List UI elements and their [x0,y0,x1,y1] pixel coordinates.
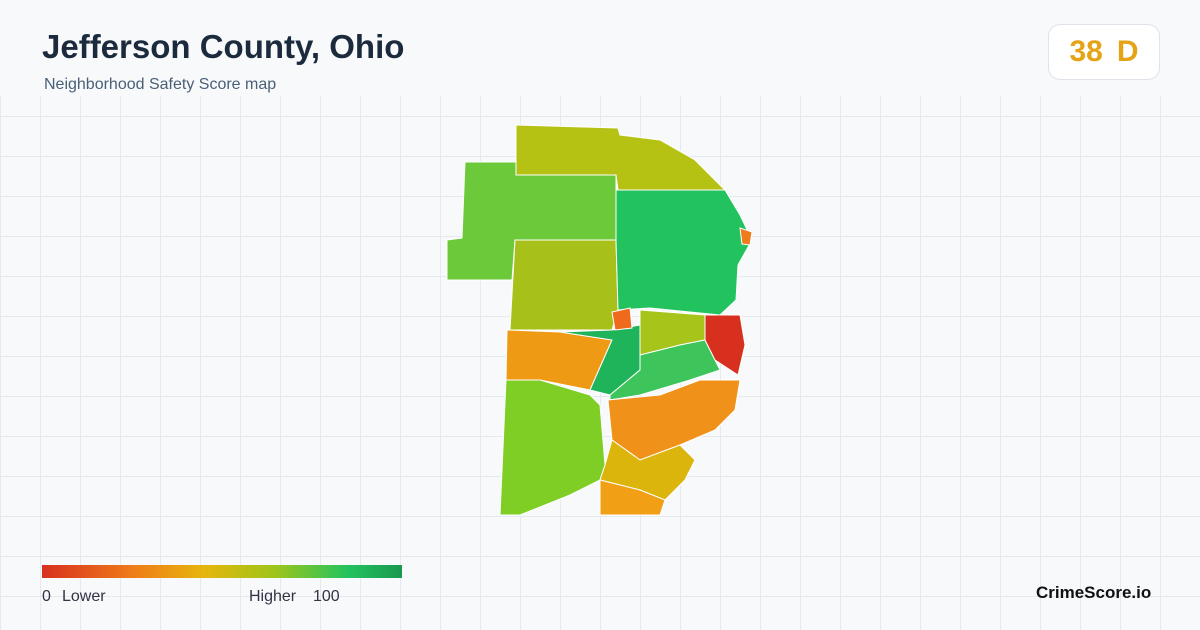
region [739,227,753,246]
legend-min: 0 [42,588,51,605]
region [611,307,633,331]
score: 38 [1069,35,1103,68]
region [615,189,753,316]
region [704,314,746,376]
region [499,379,606,516]
header [0,0,1200,96]
title: Jefferson County, Ohio [42,28,405,65]
legend-max: 100 [313,588,340,605]
score-badge: 38 D [1048,24,1160,80]
region [609,339,721,401]
region [599,479,666,516]
subtitle: Neighborhood Safety Score map [44,76,277,93]
brand: CrimeScore.io [1036,583,1152,602]
legend-max-label: Higher [249,588,297,605]
legend-min-label: Lower [62,588,106,605]
region [599,439,696,501]
grade: D [1116,35,1139,68]
legend-bar [42,565,402,578]
region [509,239,619,331]
